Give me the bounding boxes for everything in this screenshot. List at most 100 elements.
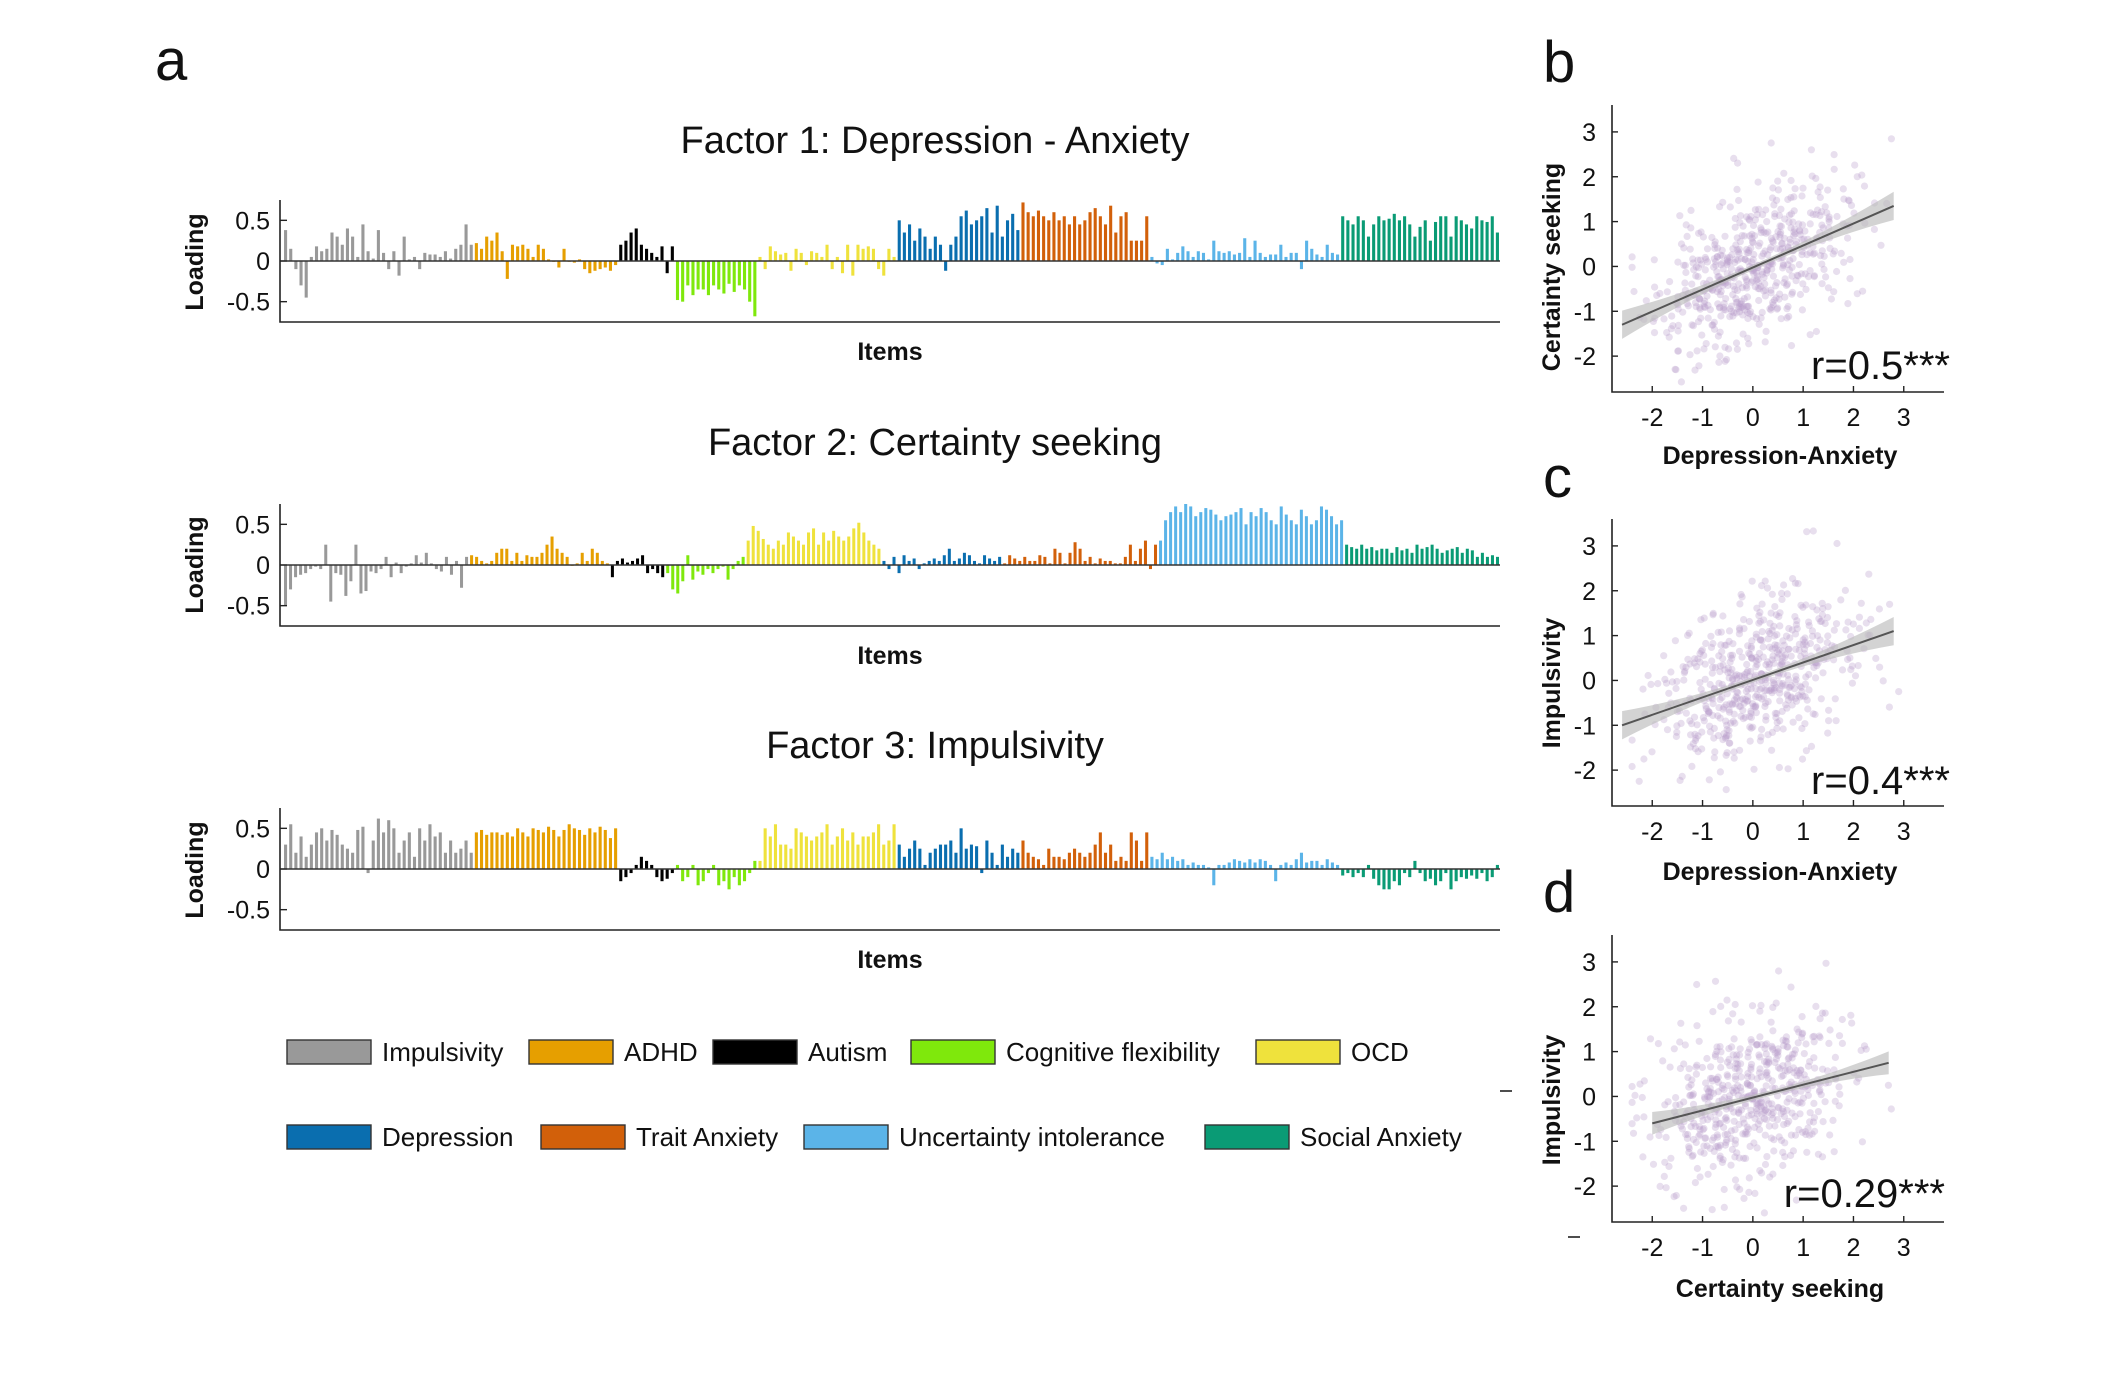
scatter-point bbox=[1727, 1134, 1735, 1143]
bar-social-anxiety bbox=[1395, 547, 1399, 565]
scatter-point bbox=[1810, 663, 1818, 672]
axis-lines bbox=[279, 808, 1500, 931]
scatter-point bbox=[1699, 714, 1707, 722]
scatter-point bbox=[1743, 308, 1752, 317]
scatter-point bbox=[1788, 701, 1796, 709]
bar-depression bbox=[978, 563, 982, 565]
scatter-point bbox=[1752, 276, 1761, 284]
bar-adhd bbox=[490, 832, 494, 869]
bar-social-anxiety bbox=[1480, 552, 1484, 565]
scatter-point bbox=[1784, 1060, 1792, 1068]
scatter-point bbox=[1642, 297, 1650, 305]
bar-impulsivity bbox=[423, 252, 427, 261]
bar-uncertainty-intolerance bbox=[1259, 508, 1263, 565]
scatter-point bbox=[1718, 246, 1726, 254]
x-tick-label: 1 bbox=[1796, 1234, 1810, 1262]
bar-ocd bbox=[756, 530, 760, 565]
scatter-point bbox=[1816, 212, 1824, 220]
scatter-point bbox=[1696, 658, 1704, 666]
bar-autism bbox=[660, 246, 664, 261]
scatter-point bbox=[1715, 1144, 1723, 1152]
scatter-point bbox=[1719, 612, 1727, 620]
scatter-point bbox=[1745, 617, 1753, 626]
scatter-point bbox=[1844, 655, 1852, 664]
scatter-point bbox=[1758, 582, 1766, 590]
scatter-point bbox=[1755, 649, 1764, 657]
scatter-point bbox=[1810, 272, 1818, 280]
scatter-point bbox=[1807, 146, 1815, 154]
bar-social-anxiety bbox=[1356, 216, 1360, 261]
scatter-point bbox=[1795, 714, 1803, 722]
bar-uncertainty-intolerance bbox=[1174, 506, 1178, 565]
y-tick-label: 0 bbox=[256, 248, 270, 276]
bar-cognitive-flexibility bbox=[731, 565, 735, 570]
scatter-point bbox=[1757, 226, 1765, 234]
scatter-point bbox=[1775, 1104, 1783, 1112]
scatter-point bbox=[1704, 314, 1712, 322]
bar-uncertainty-intolerance bbox=[1212, 240, 1216, 261]
y-tick-label: 1 bbox=[1582, 1039, 1596, 1067]
scatter-point bbox=[1741, 306, 1749, 314]
bar-social-anxiety bbox=[1410, 552, 1414, 565]
bar-cognitive-flexibility bbox=[706, 869, 710, 874]
scatter-point bbox=[1685, 1148, 1693, 1156]
bar-ocd bbox=[820, 256, 824, 261]
bar-uncertainty-intolerance bbox=[1207, 867, 1211, 869]
scatter-point bbox=[1665, 333, 1673, 341]
scatter-point bbox=[1833, 267, 1841, 276]
scatter-point bbox=[1769, 679, 1777, 687]
scatter-point bbox=[1729, 312, 1737, 320]
bar-depression bbox=[964, 848, 968, 869]
scatter-point bbox=[1703, 1054, 1711, 1063]
scatter-point bbox=[1695, 1122, 1703, 1131]
scatter-point bbox=[1795, 1028, 1803, 1036]
scatter-point bbox=[1752, 685, 1760, 693]
scatter-point bbox=[1729, 282, 1737, 290]
bar-autism bbox=[670, 246, 674, 261]
scatter-point bbox=[1761, 686, 1769, 695]
scatter-point bbox=[1775, 211, 1783, 220]
bar-social-anxiety bbox=[1460, 552, 1464, 565]
scatter-point bbox=[1743, 284, 1751, 292]
scatter-point bbox=[1776, 609, 1784, 617]
scatter-point bbox=[1758, 725, 1766, 734]
bar-impulsivity bbox=[294, 565, 298, 578]
scatter-point bbox=[1680, 1204, 1688, 1212]
scatter-point bbox=[1654, 1040, 1662, 1048]
bar-impulsivity bbox=[289, 565, 293, 590]
scatter-point bbox=[1687, 206, 1695, 214]
scatter-point bbox=[1710, 1134, 1718, 1142]
scatter-point bbox=[1639, 685, 1647, 693]
scatter-point bbox=[1733, 286, 1742, 294]
bar-cognitive-flexibility bbox=[701, 565, 705, 575]
scatter-point bbox=[1653, 291, 1661, 299]
bar-autism bbox=[619, 869, 623, 882]
scatter-point bbox=[1769, 238, 1777, 246]
scatter-point bbox=[1802, 1040, 1810, 1048]
bar-autism bbox=[655, 256, 659, 261]
scatter-point bbox=[1713, 1075, 1721, 1084]
scatter-point bbox=[1707, 1088, 1715, 1096]
bar-depression bbox=[938, 844, 943, 869]
scatter-point bbox=[1762, 679, 1770, 688]
scatter-point bbox=[1740, 1154, 1748, 1162]
scatter-point bbox=[1751, 1114, 1759, 1122]
scatter-point bbox=[1764, 698, 1772, 706]
bar-uncertainty-intolerance bbox=[1319, 506, 1323, 565]
scatter-point bbox=[1764, 731, 1772, 739]
bar-impulsivity bbox=[340, 244, 344, 261]
bar-ocd bbox=[887, 840, 891, 869]
scatter-point bbox=[1787, 1131, 1795, 1139]
scatter-point bbox=[1736, 1045, 1744, 1053]
scatter-point bbox=[1755, 693, 1763, 702]
scatter-point bbox=[1801, 1128, 1809, 1136]
scatter-point bbox=[1816, 617, 1825, 626]
scatter-point bbox=[1767, 306, 1775, 314]
scatter-point bbox=[1710, 1089, 1718, 1097]
scatter-point bbox=[1758, 252, 1766, 260]
scatter-point bbox=[1760, 274, 1768, 282]
scatter-point bbox=[1775, 1133, 1783, 1141]
scatter-point bbox=[1745, 1045, 1754, 1053]
scatter-point bbox=[1733, 1064, 1741, 1072]
bar-adhd bbox=[583, 834, 587, 869]
